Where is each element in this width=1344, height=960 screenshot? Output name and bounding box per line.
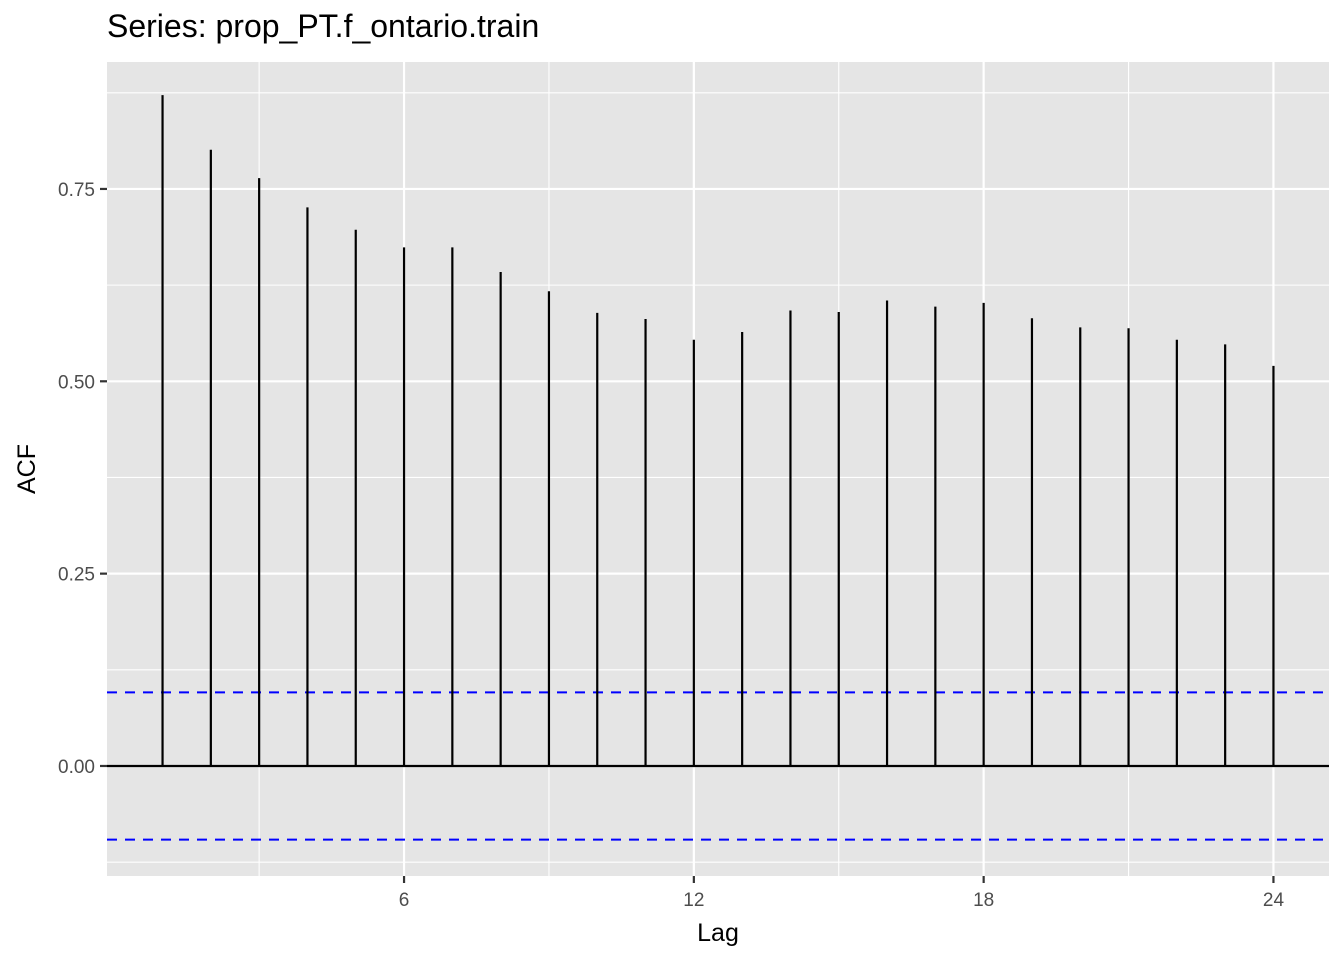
y-tick-label: 0.25 <box>58 565 95 586</box>
x-tick-label: 6 <box>399 890 410 911</box>
y-tick-label: 0.75 <box>58 180 95 201</box>
y-tick-label: 0.00 <box>58 757 95 778</box>
chart-title: Series: prop_PT.f_ontario.train <box>107 8 540 44</box>
y-axis: 0.00 0.25 0.50 0.75 <box>58 180 107 778</box>
y-tick-label: 0.50 <box>58 372 95 393</box>
x-tick-label: 24 <box>1263 890 1285 911</box>
x-axis-title: Lag <box>697 919 739 947</box>
plot-panel <box>107 62 1329 876</box>
acf-bars <box>161 95 1275 766</box>
x-tick-label: 18 <box>973 890 994 911</box>
confidence-bounds <box>107 691 1329 841</box>
x-axis: 6 12 18 24 <box>399 876 1285 911</box>
x-tick-label: 12 <box>683 890 704 911</box>
y-axis-title: ACF <box>13 444 41 494</box>
